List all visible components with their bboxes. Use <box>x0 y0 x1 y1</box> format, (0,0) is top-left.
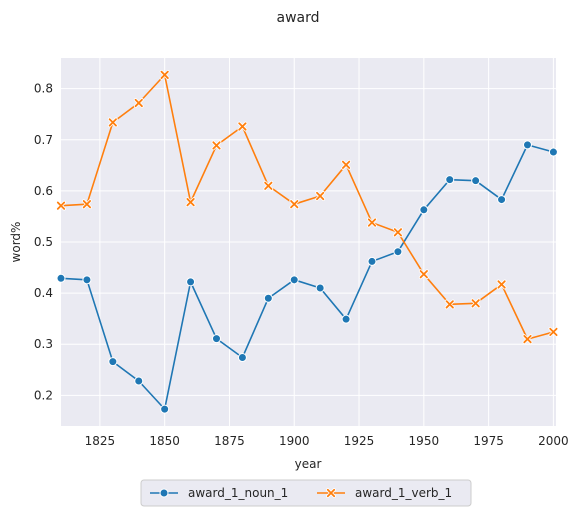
y-tick-label: 0.5 <box>34 235 53 249</box>
data-point-glyph <box>367 218 377 227</box>
x-tick-label: 1950 <box>409 434 440 448</box>
data-point <box>522 140 532 150</box>
x-tick-label: 1875 <box>214 434 245 448</box>
data-point-glyph <box>497 280 506 289</box>
data-point-glyph <box>341 160 351 169</box>
legend-frame <box>140 479 472 507</box>
data-point-glyph <box>82 200 92 209</box>
series-award_1_verb_1 <box>56 69 559 345</box>
data-point-glyph <box>290 200 299 209</box>
data-point <box>56 273 66 283</box>
data-point <box>160 404 170 414</box>
data-point <box>263 180 274 191</box>
data-point <box>418 269 429 280</box>
data-point <box>393 227 403 238</box>
x-tick-label: 1900 <box>279 434 310 448</box>
legend-marker <box>326 488 336 498</box>
data-point <box>185 197 196 208</box>
data-point <box>497 195 507 205</box>
data-point <box>470 298 481 309</box>
series-layer <box>56 69 559 414</box>
chart-title: award <box>276 10 319 26</box>
data-point <box>496 279 507 290</box>
data-point <box>393 247 403 257</box>
data-point <box>419 205 429 215</box>
data-point <box>341 159 351 170</box>
legend-marker <box>159 488 169 498</box>
x-tick-label: 1850 <box>149 434 180 448</box>
x-tick-label: 1925 <box>344 434 375 448</box>
data-point <box>263 293 273 303</box>
data-point <box>237 121 248 132</box>
data-point <box>186 277 196 287</box>
data-point-glyph <box>212 141 221 150</box>
data-point-glyph <box>134 98 143 108</box>
data-point <box>548 327 559 337</box>
data-point <box>471 176 481 186</box>
data-point-glyph <box>316 191 325 201</box>
legend: award_1_noun_1 award_1_verb_1 <box>140 479 472 507</box>
data-point <box>133 98 144 108</box>
data-point <box>237 353 247 363</box>
y-tick-label: 0.4 <box>34 286 53 300</box>
data-point <box>82 275 92 285</box>
data-point-glyph <box>419 270 428 279</box>
data-point <box>341 314 351 324</box>
data-point <box>107 117 118 128</box>
series-line <box>60 74 554 340</box>
data-point-glyph <box>471 299 480 308</box>
data-point <box>289 199 300 210</box>
legend-label: award_1_noun_1 <box>188 486 288 500</box>
data-point-glyph <box>549 327 558 337</box>
data-point <box>444 299 455 310</box>
data-point <box>315 283 325 293</box>
x-tick-label: 1975 <box>473 434 504 448</box>
y-tick-label: 0.7 <box>34 133 53 147</box>
data-point <box>367 256 377 266</box>
data-point-glyph <box>108 118 117 127</box>
y-axis-title: word% <box>9 222 23 263</box>
data-point-glyph <box>393 228 403 237</box>
grid <box>61 58 556 426</box>
data-point-glyph <box>523 335 532 344</box>
data-point <box>445 175 455 185</box>
data-point <box>56 200 66 211</box>
data-point <box>211 140 222 151</box>
data-point-glyph <box>186 198 195 207</box>
x-tick-label: 1825 <box>85 434 116 448</box>
legend-entry: award_1_verb_1 <box>317 486 452 500</box>
series-award_1_noun_1 <box>56 140 558 414</box>
data-point-glyph <box>445 300 454 309</box>
data-point <box>367 217 377 228</box>
data-point <box>211 334 221 344</box>
x-tick-label: 2000 <box>538 434 569 448</box>
data-point-glyph <box>56 201 66 210</box>
data-point <box>315 191 326 201</box>
data-point <box>108 357 118 367</box>
data-point-glyph <box>160 70 169 79</box>
data-point <box>522 334 533 345</box>
data-point <box>289 275 299 285</box>
legend-entry: award_1_noun_1 <box>150 486 288 500</box>
y-tick-label: 0.8 <box>34 82 53 96</box>
data-point <box>548 147 558 157</box>
data-point <box>134 376 144 386</box>
y-tick-label: 0.3 <box>34 337 53 351</box>
x-axis-title: year <box>295 457 322 471</box>
data-point <box>159 69 170 80</box>
data-point <box>82 199 92 210</box>
legend-label: award_1_verb_1 <box>355 486 452 500</box>
data-point-glyph <box>264 181 273 190</box>
data-point-glyph <box>238 122 247 131</box>
tick-labels: 1825 1850 1875 1900 1925 1950 1975 2000 0.2 0.3 0.… <box>34 82 569 448</box>
y-tick-label: 0.2 <box>34 388 53 402</box>
legend-marker-glyph <box>326 488 336 498</box>
y-tick-label: 0.6 <box>34 184 53 198</box>
